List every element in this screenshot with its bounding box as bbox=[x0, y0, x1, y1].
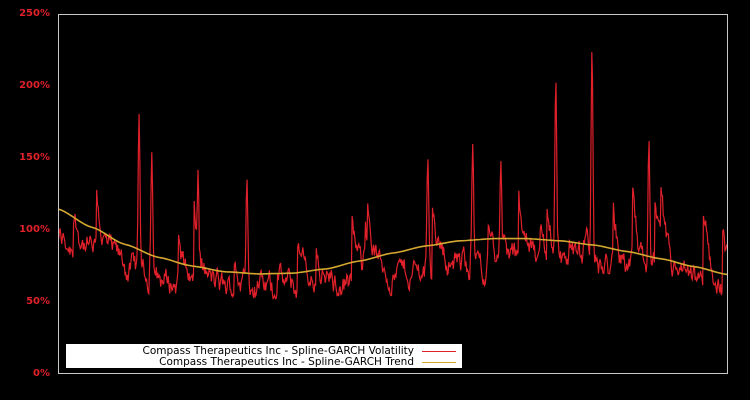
legend-item-volatility: Compass Therapeutics Inc - Spline-GARCH … bbox=[143, 345, 456, 357]
y-tick-150: 150% bbox=[19, 152, 50, 163]
y-tick-0: 0% bbox=[33, 368, 50, 379]
legend-item-trend: Compass Therapeutics Inc - Spline-GARCH … bbox=[159, 356, 456, 368]
legend-swatch-volatility bbox=[422, 350, 456, 352]
y-tick-100: 100% bbox=[19, 224, 50, 235]
legend-label-trend: Compass Therapeutics Inc - Spline-GARCH … bbox=[159, 356, 414, 368]
volatility-line bbox=[58, 52, 728, 301]
legend-label-volatility: Compass Therapeutics Inc - Spline-GARCH … bbox=[142, 345, 414, 357]
y-tick-50: 50% bbox=[26, 296, 50, 307]
legend-swatch-trend bbox=[422, 361, 456, 363]
legend: Compass Therapeutics Inc - Spline-GARCH … bbox=[66, 344, 462, 368]
trend-line bbox=[58, 208, 728, 276]
plot-area bbox=[58, 52, 728, 301]
y-tick-200: 200% bbox=[19, 80, 50, 91]
plot-frame bbox=[58, 14, 728, 374]
y-tick-250: 250% bbox=[19, 8, 50, 19]
